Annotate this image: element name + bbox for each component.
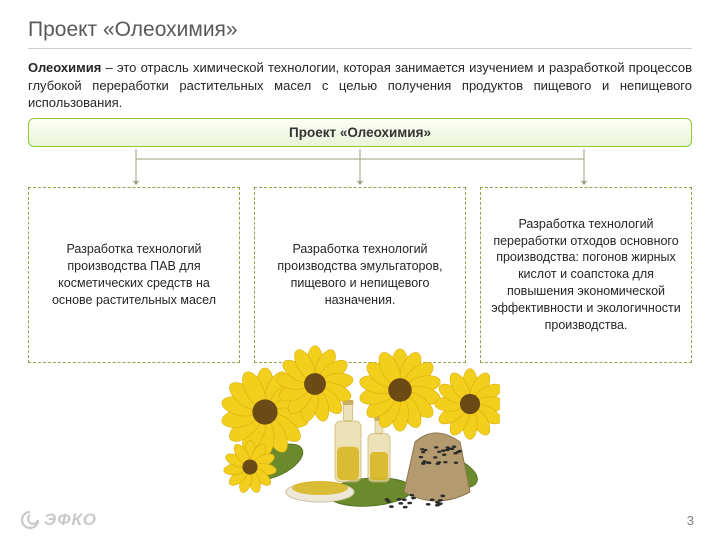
project-title-box: Проект «Олеохимия» <box>28 118 692 147</box>
column-box-1: Разработка технологий производства ПАВ д… <box>28 187 240 363</box>
intro-term: Олеохимия <box>28 60 101 75</box>
connector-lines <box>28 147 692 187</box>
logo-swirl-icon <box>20 510 40 530</box>
footer-logo-text: ЭФКО <box>44 510 97 530</box>
page-title: Проект «Олеохимия» <box>28 18 692 49</box>
project-title-label: Проект «Олеохимия» <box>289 125 431 140</box>
columns-row: Разработка технологий производства ПАВ д… <box>28 187 692 363</box>
column-box-2: Разработка технологий производства эмуль… <box>254 187 466 363</box>
column-box-3: Разработка технологий переработки отходо… <box>480 187 692 363</box>
sunflower-illustration <box>220 342 500 512</box>
connector-svg <box>28 147 692 187</box>
column-text-2: Разработка технологий производства эмуль… <box>265 241 455 309</box>
sunflower-svg <box>220 342 500 512</box>
column-text-1: Разработка технологий производства ПАВ д… <box>39 241 229 309</box>
intro-paragraph: Олеохимия – это отрасль химической техно… <box>28 59 692 112</box>
intro-text: – это отрасль химической технологии, кот… <box>28 60 692 110</box>
page-number: 3 <box>687 513 694 528</box>
column-text-3: Разработка технологий переработки отходо… <box>491 216 681 334</box>
slide: Проект «Олеохимия» Олеохимия – это отрас… <box>0 0 720 540</box>
footer-logo: ЭФКО <box>20 510 97 530</box>
